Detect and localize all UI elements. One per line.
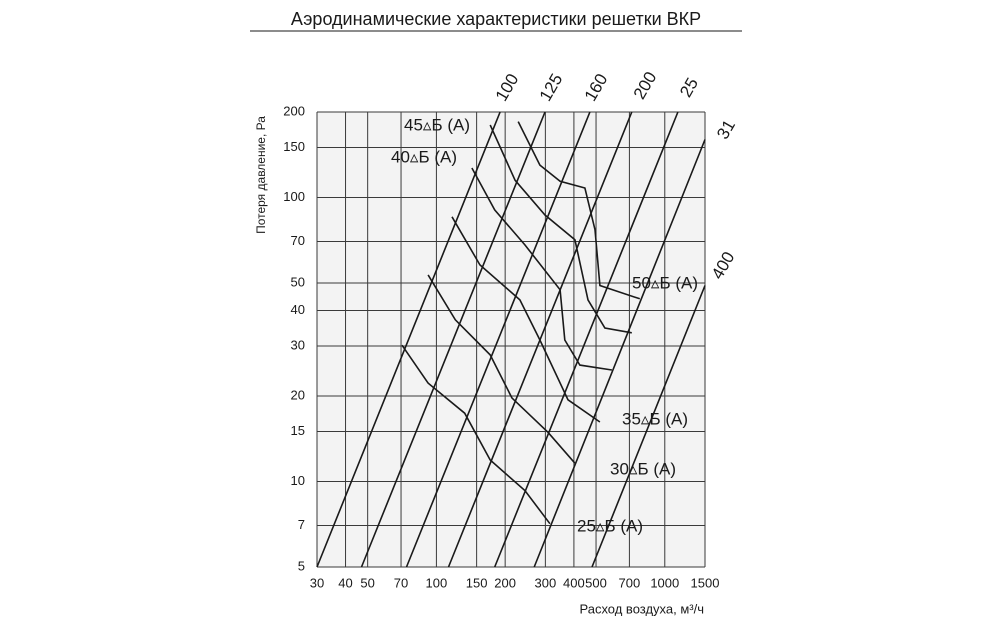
- x-tick-label: 40: [338, 575, 352, 590]
- x-tick-label: 50: [360, 575, 374, 590]
- series-line: [451, 216, 601, 423]
- series-label: 50▵Б (А): [632, 273, 698, 292]
- x-tick-label: 700: [619, 575, 641, 590]
- y-tick-label: 15: [291, 423, 305, 438]
- series-label: 45▵Б (А): [404, 115, 470, 134]
- x-tick-label: 200: [494, 575, 516, 590]
- x-tick-label: 30: [310, 575, 324, 590]
- y-tick-label: 5: [298, 558, 305, 573]
- x-tick-label: 300: [535, 575, 557, 590]
- series-label: 30▵Б (А): [610, 459, 676, 478]
- series-line: [360, 111, 546, 568]
- x-tick-label: 1000: [650, 575, 679, 590]
- y-tick-label: 200: [283, 103, 305, 118]
- y-tick-label: 100: [283, 189, 305, 204]
- series-line: [517, 121, 641, 300]
- series-label: 125: [536, 70, 567, 104]
- x-tick-label: 100: [426, 575, 448, 590]
- series-line: [405, 111, 591, 568]
- series-label: 200: [630, 68, 661, 102]
- series-label: 35▵Б (А): [622, 409, 688, 428]
- series-line: [401, 344, 551, 525]
- y-tick-label: 20: [291, 387, 305, 402]
- series-label: 400: [708, 248, 739, 282]
- x-tick-label: 1500: [691, 575, 720, 590]
- series-line: [489, 124, 632, 334]
- series-line: [316, 111, 501, 568]
- plot-area: [317, 112, 705, 567]
- x-tick-label: 400: [563, 575, 585, 590]
- x-tick-label: 150: [466, 575, 488, 590]
- y-tick-label: 40: [291, 302, 305, 317]
- y-tick-label: 30: [291, 337, 305, 352]
- y-tick-label: 70: [291, 233, 305, 248]
- x-tick-label: 70: [394, 575, 408, 590]
- series-line: [533, 139, 706, 568]
- series-line: [591, 285, 706, 568]
- series-label: 100: [492, 70, 523, 104]
- x-axis-label: Расход воздуха, м³/ч: [579, 601, 704, 616]
- x-tick-label: 500: [585, 575, 607, 590]
- series-line: [427, 274, 576, 464]
- y-tick-label: 7: [298, 517, 305, 532]
- series-label: 25: [676, 75, 702, 101]
- series-label: 31: [713, 117, 739, 143]
- series-label: 40▵Б (А): [391, 147, 457, 166]
- series-label: 160: [581, 70, 612, 104]
- series-line: [471, 167, 613, 371]
- y-tick-label: 150: [283, 139, 305, 154]
- y-tick-label: 10: [291, 473, 305, 488]
- series-label: 25▵Б (А): [577, 516, 643, 535]
- y-axis-label: Потеря давление, Ра: [254, 116, 268, 234]
- y-tick-label: 50: [291, 274, 305, 289]
- chart-title: Аэродинамические характеристики решетки …: [291, 9, 701, 29]
